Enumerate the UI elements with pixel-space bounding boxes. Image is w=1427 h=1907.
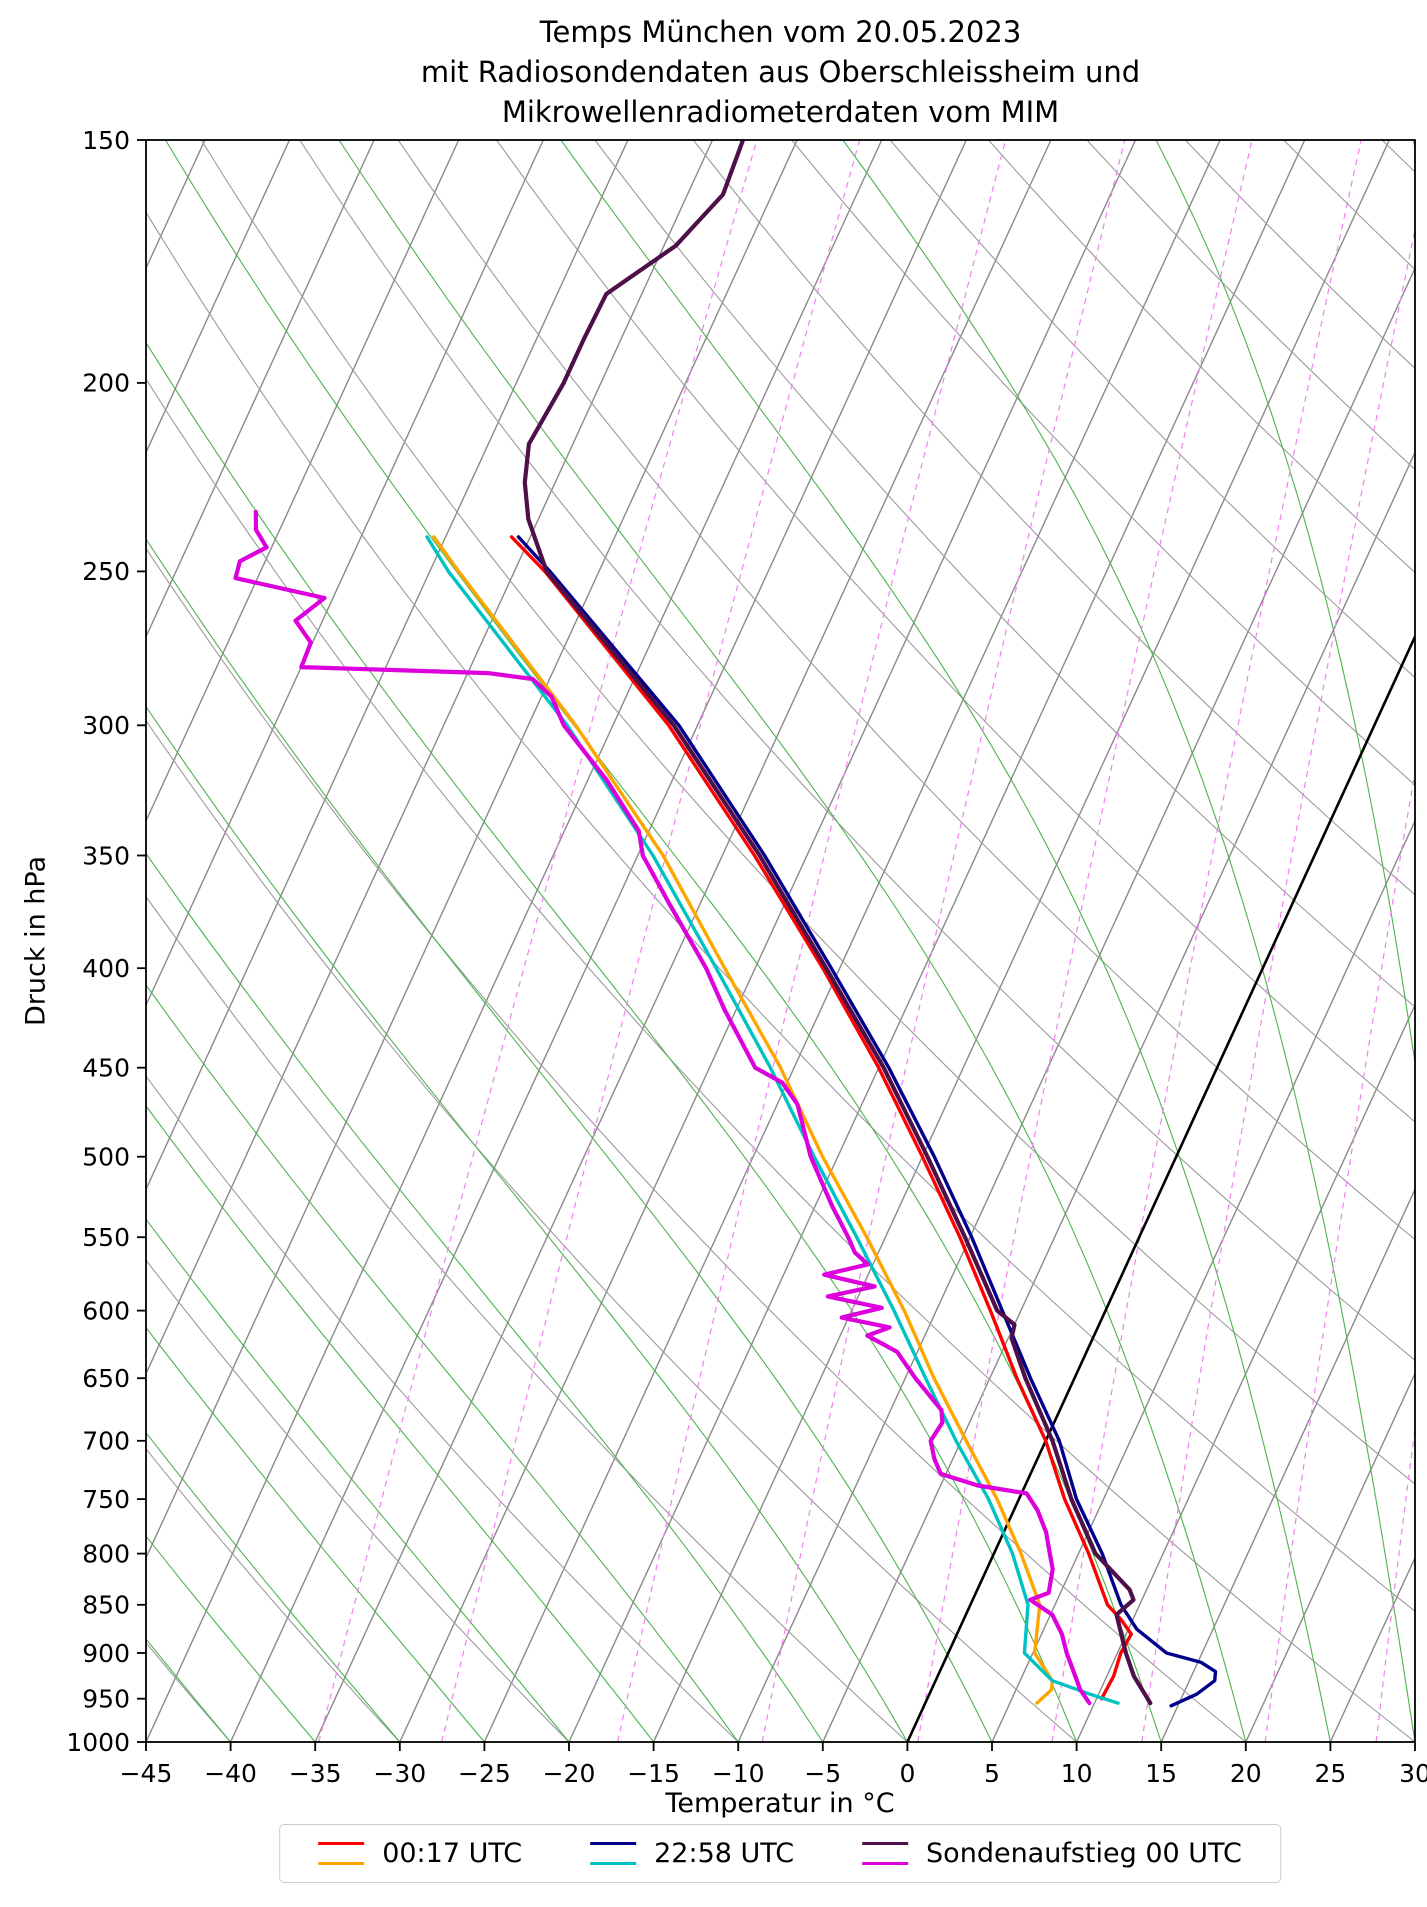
svg-text:25: 25: [1314, 1759, 1346, 1788]
series-td-0017: [432, 535, 1054, 1705]
legend-dewpoint-line-swatch: [590, 1862, 637, 1865]
series-t-0017: [509, 535, 1133, 1701]
svg-text:−20: −20: [543, 1759, 596, 1788]
svg-text:700: 700: [82, 1427, 130, 1456]
svg-text:30: 30: [1399, 1759, 1427, 1788]
svg-text:450: 450: [82, 1053, 130, 1082]
svg-text:300: 300: [82, 711, 130, 740]
svg-text:850: 850: [82, 1591, 130, 1620]
legend-label: 00:17 UTC: [382, 1838, 523, 1869]
x-axis-ticks: −45 −40 −35 −30 −25 −20 −15 −10 −5 0 5 10 15 20 25 30: [120, 1742, 1427, 1788]
svg-text:−45: −45: [120, 1759, 173, 1788]
series-t-2258: [516, 535, 1218, 1708]
isotherm-zero-line: [906, 633, 1415, 1742]
svg-text:800: 800: [82, 1539, 130, 1568]
svg-text:−30: −30: [373, 1759, 426, 1788]
svg-text:350: 350: [82, 841, 130, 870]
svg-text:15: 15: [1145, 1759, 1177, 1788]
legend-label: Sondenaufstieg 00 UTC: [926, 1838, 1242, 1869]
svg-text:550: 550: [82, 1223, 130, 1252]
svg-text:750: 750: [82, 1485, 130, 1514]
legend-dewpoint-line-swatch: [318, 1862, 365, 1865]
svg-text:−5: −5: [804, 1759, 841, 1788]
legend-entry-sondenaufstieg: Sondenaufstieg 00 UTC: [862, 1838, 1242, 1869]
svg-text:900: 900: [82, 1639, 130, 1668]
svg-text:250: 250: [82, 557, 130, 586]
legend-temperature-line-swatch: [590, 1842, 637, 1845]
x-axis-label: Temperatur in °C: [665, 1788, 895, 1819]
plot-frame: [145, 139, 1416, 1743]
series-t-sonde: [522, 140, 1153, 1706]
svg-text:950: 950: [82, 1684, 130, 1713]
legend-label: 22:58 UTC: [654, 1838, 795, 1869]
svg-text:500: 500: [82, 1142, 130, 1171]
svg-text:0: 0: [899, 1759, 915, 1788]
svg-text:10: 10: [1061, 1759, 1093, 1788]
svg-text:200: 200: [82, 369, 130, 398]
svg-text:400: 400: [82, 954, 130, 983]
svg-text:−40: −40: [204, 1759, 257, 1788]
legend-temperature-line-swatch: [862, 1842, 909, 1845]
svg-text:1000: 1000: [66, 1728, 130, 1757]
series-td-sonde: [233, 509, 1092, 1706]
y-axis-label: Druck in hPa: [20, 856, 52, 1026]
grid-mixing-ratio-lines: [318, 140, 1415, 1742]
legend-swatches: [862, 1842, 909, 1865]
svg-text:600: 600: [82, 1296, 130, 1325]
legend-dewpoint-line-swatch: [862, 1862, 909, 1865]
svg-text:−35: −35: [289, 1759, 342, 1788]
svg-text:−10: −10: [712, 1759, 765, 1788]
chart-title-line-1: Temps München vom 20.05.2023: [539, 15, 1022, 49]
chart-title-line-2: mit Radiosondendaten aus Oberschleisshei…: [420, 55, 1141, 89]
plot-area: [146, 140, 1415, 1742]
legend-temperature-line-swatch: [318, 1842, 365, 1845]
legend-swatches: [318, 1842, 365, 1865]
svg-text:20: 20: [1230, 1759, 1262, 1788]
y-axis-ticks: 150 200 250 300 350 400 450 500 550 600 650 700 750 8…: [66, 126, 146, 1757]
svg-text:150: 150: [82, 126, 130, 155]
svg-text:−15: −15: [627, 1759, 680, 1788]
svg-text:5: 5: [984, 1759, 1000, 1788]
svg-text:650: 650: [82, 1364, 130, 1393]
chart-title-line-3: Mikrowellenradiometerdaten vom MIM: [501, 95, 1060, 129]
legend-entry-2258-utc: 22:58 UTC: [590, 1838, 794, 1869]
grid-isotherms: [146, 140, 1415, 1742]
svg-text:−25: −25: [458, 1759, 511, 1788]
legend-entry-0017-utc: 00:17 UTC: [318, 1838, 522, 1869]
chart-title: Temps München vom 20.05.2023 mit Radioso…: [146, 12, 1415, 132]
legend: 00:17 UTC 22:58 UTC Sondenaufstieg 00 UT…: [279, 1824, 1281, 1883]
legend-swatches: [590, 1842, 637, 1865]
grid-moist-adiabats: [146, 140, 1415, 1742]
